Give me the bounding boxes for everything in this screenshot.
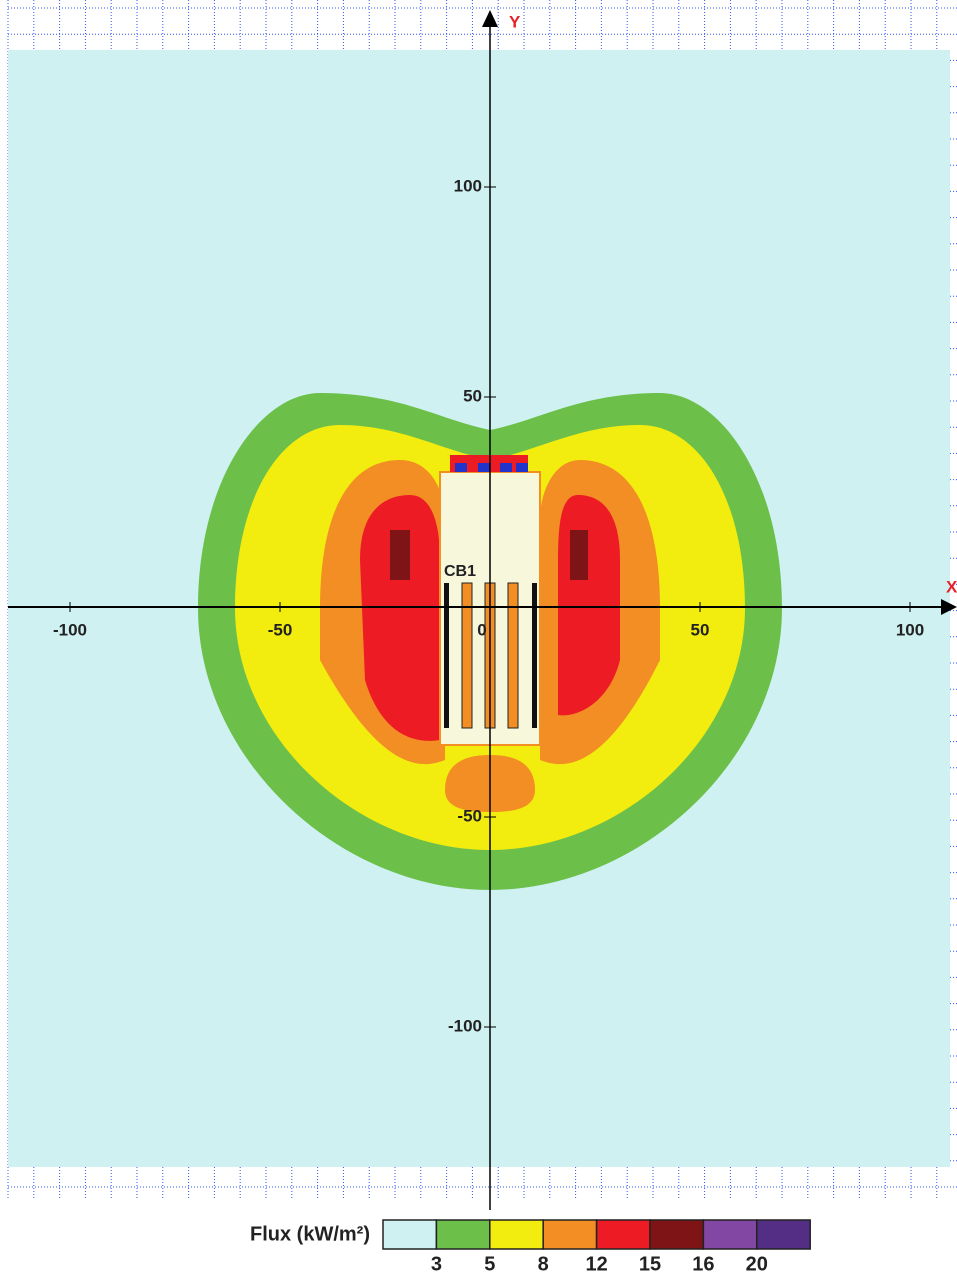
legend-swatch (382, 1219, 438, 1250)
x-tick-label: -100 (53, 620, 87, 639)
tank (532, 583, 537, 728)
legend-title: Flux (kW/m²) (250, 1223, 370, 1245)
legend-swatch (489, 1219, 544, 1250)
x-axis-label: X (946, 577, 957, 596)
legend-label: 16 (692, 1253, 714, 1275)
y-axis-arrow (482, 10, 498, 27)
y-axis-label: Y (509, 12, 521, 31)
roof-band (516, 463, 528, 472)
y-tick-label: -50 (457, 806, 482, 825)
x-tick-label: 50 (691, 620, 710, 639)
legend-label: 8 (538, 1253, 549, 1275)
legend-swatch (595, 1219, 651, 1250)
x-tick-label: 100 (896, 620, 924, 639)
y-tick-label: 50 (463, 386, 482, 405)
x-tick-label: -50 (268, 620, 293, 639)
tank (444, 583, 449, 728)
legend-label: 12 (585, 1253, 607, 1275)
x-tick-label: 0 (477, 620, 486, 639)
legend-swatch (702, 1219, 758, 1250)
legend-swatch (435, 1219, 491, 1250)
legend-label: 15 (639, 1253, 661, 1275)
legend-label: 3 (431, 1253, 442, 1275)
tank (461, 582, 473, 729)
flux-zone-dark-red (570, 530, 588, 580)
roof-band (500, 463, 512, 472)
legend-label: 5 (484, 1253, 495, 1275)
flux-zone-dark-red (390, 530, 410, 580)
y-tick-label: -100 (448, 1016, 482, 1035)
flux-zone-red (558, 495, 620, 716)
legend-swatch (756, 1219, 811, 1250)
tank (507, 582, 519, 729)
roof-band (478, 463, 490, 472)
legend-swatch (542, 1219, 598, 1250)
annotation: CB1 (444, 563, 476, 580)
legend-label: 20 (746, 1253, 768, 1275)
roof-band (455, 463, 467, 472)
flux-zone-red (360, 495, 440, 741)
x-axis-arrow (941, 599, 957, 615)
y-tick-label: 100 (454, 176, 482, 195)
legend-swatch (649, 1219, 705, 1250)
